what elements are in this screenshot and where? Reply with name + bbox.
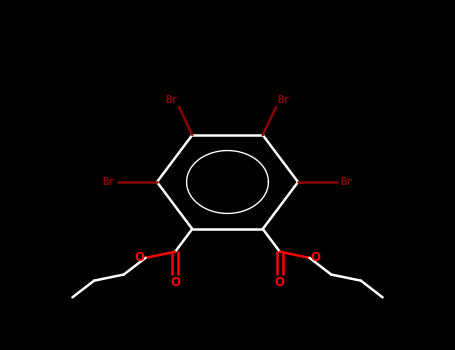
Text: O: O [310, 251, 320, 264]
Text: O: O [170, 276, 180, 289]
Text: Br: Br [278, 95, 290, 105]
Text: Br: Br [340, 177, 353, 187]
Text: Br: Br [102, 177, 115, 187]
Text: O: O [275, 276, 285, 289]
Text: O: O [135, 251, 145, 264]
Text: Br: Br [165, 95, 177, 105]
